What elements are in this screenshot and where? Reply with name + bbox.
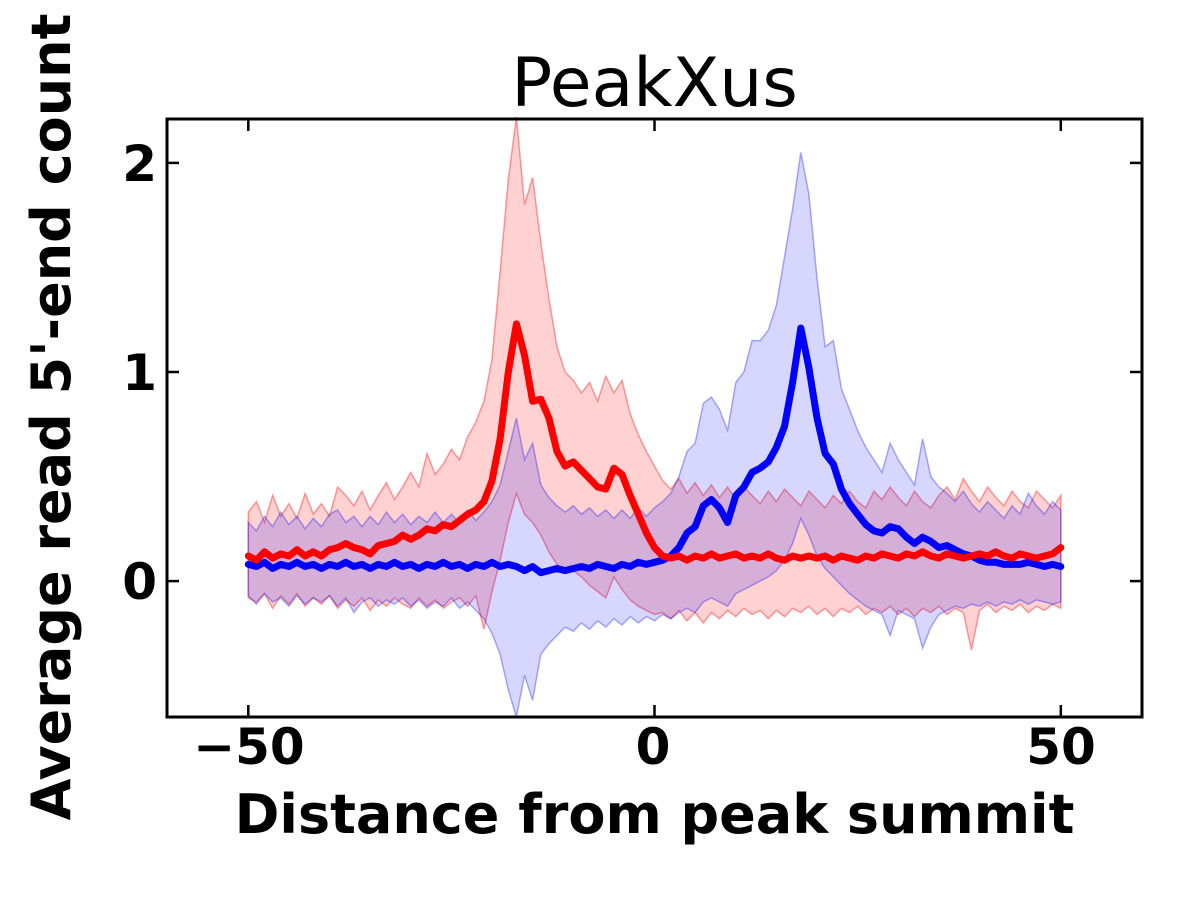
x-tick-label-minus50: −50 (193, 718, 305, 776)
blue-series-band (247, 152, 1062, 718)
y-tick-label-1: 1 (122, 344, 157, 402)
red-series-line (244, 320, 1065, 564)
chart-title: PeakXus (511, 44, 798, 123)
x-tick-label-0: 0 (635, 718, 671, 776)
x-tick-label-50: 50 (1026, 718, 1096, 776)
x-axis-label: Distance from peak summit (234, 783, 1075, 846)
y-tick-label-0: 0 (122, 553, 157, 611)
y-axis-label: Average read 5'-end count (20, 13, 83, 821)
blue-series-line (244, 324, 1065, 577)
y-tick-label-2: 2 (122, 135, 157, 193)
axes-frame (165, 117, 1144, 719)
